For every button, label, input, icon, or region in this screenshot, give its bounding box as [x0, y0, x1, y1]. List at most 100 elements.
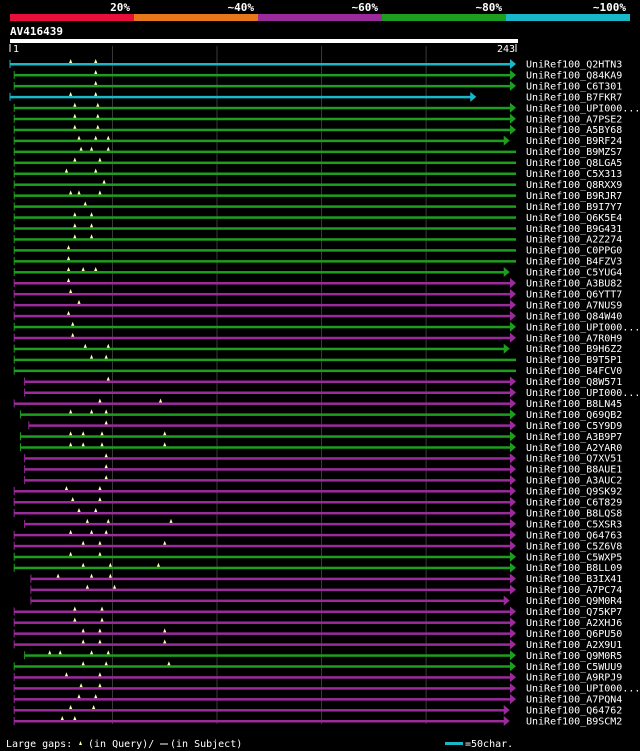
hit-label[interactable]: UniRef100_Q9M0R4: [526, 596, 622, 607]
hit-label[interactable]: UniRef100_B8LL09: [526, 563, 622, 574]
hit-row[interactable]: UniRef100_C5YUG4: [13, 267, 622, 279]
hit-label[interactable]: UniRef100_Q8RXX9: [526, 180, 622, 191]
hit-row[interactable]: UniRef100_A3B9P7: [19, 431, 622, 443]
hit-row[interactable]: UniRef100_UPI000...: [13, 321, 640, 334]
hit-label[interactable]: UniRef100_B8AUE1: [526, 465, 622, 476]
hit-label[interactable]: UniRef100_A7R0H9: [526, 333, 622, 344]
hit-label[interactable]: UniRef100_Q69QB2: [526, 410, 622, 421]
hit-row[interactable]: UniRef100_Q6K5E4: [13, 212, 622, 224]
hit-label[interactable]: UniRef100_A9RPJ9: [526, 673, 622, 684]
hit-row[interactable]: UniRef100_Q69QB2: [19, 409, 622, 421]
hit-row[interactable]: UniRef100_B9H6Z2: [13, 343, 622, 356]
hit-row[interactable]: UniRef100_C5Y9D9: [28, 420, 623, 432]
hit-row[interactable]: UniRef100_C6T829: [13, 497, 622, 509]
hit-row[interactable]: UniRef100_C6T301: [13, 80, 622, 93]
hit-label[interactable]: UniRef100_C5WUU9: [526, 662, 622, 673]
hit-label[interactable]: UniRef100_Q2HTN3: [526, 60, 622, 71]
hit-label[interactable]: UniRef100_C5Z6V8: [526, 541, 622, 552]
hit-label[interactable]: UniRef100_C5WXP5: [526, 552, 622, 563]
hit-row[interactable]: UniRef100_A2XHJ6: [13, 617, 622, 629]
hit-row[interactable]: UniRef100_Q6PU50: [13, 628, 622, 640]
hit-label[interactable]: UniRef100_A7PC74: [526, 585, 622, 596]
hit-label[interactable]: UniRef100_Q8LGA5: [526, 158, 622, 169]
hit-label[interactable]: UniRef100_Q75KP7: [526, 607, 622, 618]
hit-row[interactable]: UniRef100_Q9M0R4: [30, 595, 622, 608]
hit-label[interactable]: UniRef100_B4FCV0: [526, 366, 622, 377]
hit-row[interactable]: UniRef100_Q9M0R5: [24, 650, 623, 662]
hit-label[interactable]: UniRef100_C6T301: [526, 81, 622, 92]
hit-row[interactable]: UniRef100_B9RJR7: [13, 190, 622, 202]
hit-label[interactable]: UniRef100_Q84KA9: [526, 70, 622, 81]
hit-row[interactable]: UniRef100_A3AUC2: [24, 475, 623, 487]
hit-row[interactable]: UniRef100_Q7XV51: [24, 453, 623, 465]
hit-label[interactable]: UniRef100_B3IX41: [526, 574, 622, 585]
hit-label[interactable]: UniRef100_C5Y9D9: [526, 421, 622, 432]
hit-row[interactable]: UniRef100_A7PQN4: [13, 694, 622, 706]
hit-row[interactable]: UniRef100_B9RF24: [13, 135, 622, 148]
hit-label[interactable]: UniRef100_B9MZS7: [526, 147, 622, 158]
hit-row[interactable]: UniRef100_A7R0H9: [13, 332, 622, 345]
hit-row[interactable]: UniRef100_B4FCV0: [13, 366, 622, 377]
hit-label[interactable]: UniRef100_Q9M0R5: [526, 651, 622, 662]
hit-label[interactable]: UniRef100_A2XHJ6: [526, 618, 622, 629]
hit-row[interactable]: UniRef100_A5BY68: [13, 124, 622, 137]
hit-row[interactable]: UniRef100_A7PC74: [30, 584, 622, 597]
hit-row[interactable]: UniRef100_A3BU82: [13, 278, 622, 290]
hit-label[interactable]: UniRef100_Q6YTT7: [526, 289, 622, 300]
hit-label[interactable]: UniRef100_Q7XV51: [526, 454, 622, 465]
hit-label[interactable]: UniRef100_B9I7Y7: [526, 202, 622, 213]
hit-label[interactable]: UniRef100_B8LN45: [526, 399, 622, 410]
hit-row[interactable]: UniRef100_Q84W40: [13, 310, 622, 323]
hit-row[interactable]: UniRef100_A2Z274: [13, 234, 622, 246]
hit-row[interactable]: UniRef100_Q64762: [13, 705, 622, 717]
hit-row[interactable]: UniRef100_A7NUS9: [13, 299, 622, 312]
hit-row[interactable]: UniRef100_A2X9U1: [13, 639, 622, 651]
hit-row[interactable]: UniRef100_Q8W571: [24, 376, 623, 389]
hit-row[interactable]: UniRef100_B8AUE1: [24, 464, 623, 476]
hit-label[interactable]: UniRef100_Q6PU50: [526, 629, 622, 640]
hit-row[interactable]: UniRef100_A9RPJ9: [13, 672, 622, 684]
hit-label[interactable]: UniRef100_Q64763: [526, 530, 622, 541]
hit-row[interactable]: UniRef100_B9I7Y7: [13, 201, 622, 213]
hit-label[interactable]: UniRef100_C6T829: [526, 498, 622, 509]
hit-row[interactable]: UniRef100_B9MZS7: [13, 146, 622, 159]
hit-row[interactable]: UniRef100_Q84KA9: [13, 69, 622, 82]
hit-label[interactable]: UniRef100_UPI000...: [526, 388, 640, 399]
hit-row[interactable]: UniRef100_B9T5P1: [13, 354, 622, 367]
hit-label[interactable]: UniRef100_C5YUG4: [526, 268, 622, 279]
hit-row[interactable]: UniRef100_B9G431: [13, 223, 622, 235]
hit-row[interactable]: UniRef100_Q6YTT7: [13, 288, 622, 301]
hit-row[interactable]: UniRef100_B4FZV3: [13, 256, 622, 268]
hit-row[interactable]: UniRef100_Q8LGA5: [13, 157, 622, 170]
hit-label[interactable]: UniRef100_A2Z274: [526, 235, 622, 246]
hit-label[interactable]: UniRef100_B7FKR7: [526, 92, 622, 103]
hit-row[interactable]: UniRef100_B9SCM2: [13, 716, 622, 728]
hit-row[interactable]: UniRef100_C5WXP5: [13, 551, 622, 564]
hit-label[interactable]: UniRef100_A3AUC2: [526, 476, 622, 487]
hit-label[interactable]: UniRef100_Q9SK92: [526, 487, 622, 498]
hit-label[interactable]: UniRef100_B9G431: [526, 224, 622, 235]
hit-row[interactable]: UniRef100_C5X313: [13, 168, 622, 181]
hit-label[interactable]: UniRef100_UPI000...: [526, 103, 640, 114]
hit-label[interactable]: UniRef100_B9SCM2: [526, 717, 622, 728]
hit-row[interactable]: UniRef100_UPI000...: [24, 387, 640, 400]
hit-label[interactable]: UniRef100_C0PPG0: [526, 246, 622, 257]
hit-label[interactable]: UniRef100_A2X9U1: [526, 640, 622, 651]
hit-label[interactable]: UniRef100_A7PQN4: [526, 695, 622, 706]
hit-row[interactable]: UniRef100_UPI000...: [13, 102, 640, 115]
hit-label[interactable]: UniRef100_A7PSE2: [526, 114, 622, 125]
hit-row[interactable]: UniRef100_B8LL09: [13, 562, 622, 575]
hit-label[interactable]: UniRef100_C5XSR3: [526, 519, 622, 530]
hit-label[interactable]: UniRef100_UPI000...: [526, 322, 640, 333]
hit-row[interactable]: UniRef100_A2YAR0: [19, 442, 622, 454]
hit-label[interactable]: UniRef100_Q64762: [526, 706, 622, 717]
hit-label[interactable]: UniRef100_Q84W40: [526, 311, 622, 322]
hit-row[interactable]: UniRef100_B8LQS8: [13, 507, 622, 520]
hit-row[interactable]: UniRef100_C0PPG0: [13, 245, 622, 257]
hit-row[interactable]: UniRef100_C5Z6V8: [13, 540, 622, 553]
hit-label[interactable]: UniRef100_A3BU82: [526, 279, 622, 290]
hit-row[interactable]: UniRef100_C5WUU9: [13, 661, 622, 673]
hit-label[interactable]: UniRef100_UPI000...: [526, 684, 640, 695]
hit-label[interactable]: UniRef100_B4FZV3: [526, 257, 622, 268]
hit-label[interactable]: UniRef100_A7NUS9: [526, 300, 622, 311]
